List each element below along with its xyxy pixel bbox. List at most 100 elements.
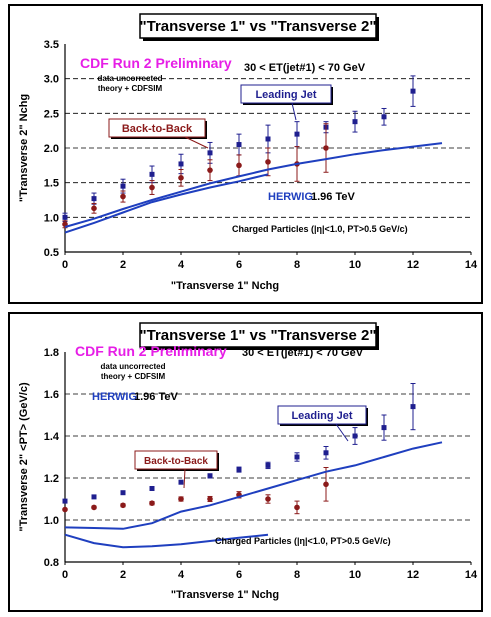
title-text: "Transverse 1" vs "Transverse 2" <box>140 327 377 344</box>
leading-jet-point <box>352 119 358 125</box>
leading-jet-point <box>149 486 155 491</box>
x-tick-label: 10 <box>349 259 361 271</box>
leading-jet-box <box>240 84 332 104</box>
back-to-back-box <box>108 118 206 138</box>
back-to-back-point <box>265 496 271 502</box>
back-to-back-point <box>236 162 242 169</box>
y-tick-label: 0.5 <box>44 247 59 259</box>
leading-jet-point <box>91 196 97 202</box>
back-to-back-point <box>178 175 184 181</box>
x-tick-label: 0 <box>62 259 68 271</box>
y-tick-label: 3.0 <box>44 74 59 86</box>
back-to-back-label: Back-to-Back <box>144 456 208 467</box>
chart-title: "Transverse 1" vs "Transverse 2" <box>139 13 379 41</box>
herwig-curve <box>64 533 269 549</box>
et-cut-label: 30 < ET(jet#1) < 70 GeV <box>244 62 366 74</box>
x-tick-label: 2 <box>120 259 126 271</box>
back-to-back-point <box>207 496 213 502</box>
herwig-curve <box>64 173 269 234</box>
y-tick-label: 1.8 <box>44 347 59 359</box>
back-to-back-point <box>149 184 155 191</box>
leading-jet-point <box>178 479 184 485</box>
back-to-back-point <box>294 504 300 511</box>
energy-label: 1.96 TeV <box>134 391 178 403</box>
leading-jet-point <box>91 494 97 500</box>
run-label: CDF Run 2 Preliminary <box>80 55 232 71</box>
leading-jet-point <box>381 114 387 120</box>
leading-jet-box <box>277 405 367 425</box>
chart-top: "Transverse 1" vs "Transverse 2" 0.5 1.0 1.… <box>18 13 478 292</box>
leading-jet-point <box>207 150 213 156</box>
leading-jet-point <box>62 214 68 220</box>
chart-title: "Transverse 1" vs "Transverse 2" <box>139 322 379 350</box>
back-to-back-point <box>120 502 126 509</box>
y-axis-label: "Transverse 2" Nchg <box>18 94 30 202</box>
leading-jet-point <box>265 462 271 468</box>
x-axis-label: "Transverse 1" Nchg <box>171 589 279 601</box>
back-to-back-point <box>120 193 126 200</box>
y-tick-label: 2.5 <box>44 108 59 120</box>
x-tick-label: 0 <box>62 569 68 581</box>
cuts-label: Charged Particles (|η|<1.0, PT>0.5 GeV/c… <box>232 224 408 234</box>
x-tick-label: 14 <box>465 569 478 581</box>
note-theory: theory + CDFSIM <box>98 84 163 93</box>
leading-jet-point <box>294 454 300 460</box>
y-tick-label: 0.8 <box>44 557 59 569</box>
back-to-back-point <box>265 159 271 165</box>
note-theory: theory + CDFSIM <box>101 372 166 381</box>
x-axis-label: "Transverse 1" Nchg <box>171 280 279 292</box>
et-cut-label: 30 < ET(jet#1) < 70 GeV <box>242 347 364 359</box>
leading-jet-point <box>120 490 126 496</box>
leading-jet-label: Leading Jet <box>255 89 316 101</box>
chart-panel-top: "Transverse 1" vs "Transverse 2" 0.5 1.0 1.… <box>8 4 483 304</box>
leading-jet-arrow <box>291 102 297 121</box>
energy-label: 1.96 TeV <box>311 191 355 203</box>
back-to-back-point <box>62 506 68 513</box>
leading-jet-point <box>352 433 358 439</box>
leading-jet-point <box>149 171 155 177</box>
y-tick-label: 1.4 <box>44 431 60 443</box>
generator-label: HERWIG <box>92 391 137 403</box>
leading-jet-point <box>207 473 213 479</box>
x-tick-label: 8 <box>294 259 300 271</box>
leading-jet-point <box>265 136 271 142</box>
back-to-back-arrow <box>184 136 209 149</box>
title-text: "Transverse 1" vs "Transverse 2" <box>140 18 377 35</box>
y-axis-label: "Transverse 2" <PT> (GeV/c) <box>18 382 30 532</box>
back-to-back-point <box>91 504 97 511</box>
x-tick-label: 2 <box>120 569 126 581</box>
leading-jet-point <box>178 161 184 167</box>
leading-jet-point <box>236 467 242 473</box>
back-to-back-box <box>134 450 218 470</box>
y-tick-label: 1.0 <box>44 212 59 224</box>
leading-jet-point <box>120 183 126 189</box>
back-to-back-label: Back-to-Back <box>122 123 193 135</box>
title-box <box>139 13 377 39</box>
y-tick-label: 1.5 <box>44 178 59 190</box>
y-tick-label: 2.0 <box>44 143 59 155</box>
leading-jet-point <box>236 142 242 148</box>
cuts-label: Charged Particles (|η|<1.0, PT>0.5 GeV/c… <box>215 536 391 546</box>
back-to-back-arrow <box>183 468 186 489</box>
title-box <box>139 322 377 348</box>
back-to-back-point <box>207 167 213 173</box>
back-to-back-point <box>91 205 97 212</box>
y-tick-label: 1.0 <box>44 515 59 527</box>
chart-panel-bottom: "Transverse 1" vs "Transverse 2" 0.8 1.0 1.… <box>8 312 483 612</box>
y-tick-label: 1.2 <box>44 473 59 485</box>
note-uncorrected: data uncorrected <box>101 362 166 371</box>
y-tick-label: 3.5 <box>44 39 59 51</box>
x-tick-label: 8 <box>294 569 300 581</box>
chart-bottom: "Transverse 1" vs "Transverse 2" 0.8 1.0 1.… <box>18 322 478 601</box>
leading-jet-point <box>62 498 68 504</box>
x-tick-label: 14 <box>465 259 478 271</box>
x-tick-label: 12 <box>407 569 419 581</box>
herwig-curve <box>64 441 443 530</box>
x-tick-label: 10 <box>349 569 361 581</box>
herwig-curve <box>64 142 443 228</box>
leading-jet-point <box>410 88 416 94</box>
leading-jet-label: Leading Jet <box>291 410 352 422</box>
leading-jet-point <box>323 450 329 456</box>
back-to-back-point <box>323 145 329 151</box>
back-to-back-point <box>178 496 184 502</box>
